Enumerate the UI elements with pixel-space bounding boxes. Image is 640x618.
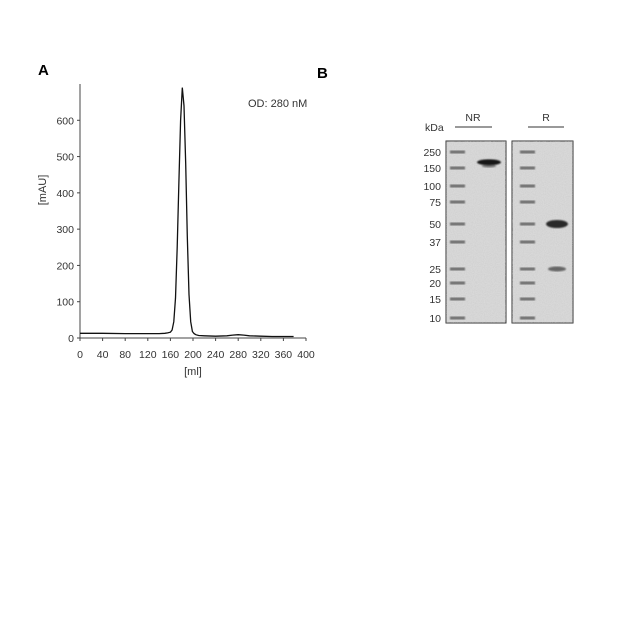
ladder-band bbox=[520, 184, 535, 188]
ladder-band bbox=[520, 200, 535, 204]
x-tick-label: 280 bbox=[229, 349, 247, 361]
gel-grain-right bbox=[512, 141, 573, 323]
ladder-band bbox=[520, 297, 535, 301]
ladder-label: 15 bbox=[429, 294, 441, 306]
ladder-band bbox=[450, 240, 465, 244]
sample-band bbox=[477, 159, 501, 166]
y-axis-label: [mAU] bbox=[37, 175, 49, 206]
ladder-bands bbox=[450, 150, 535, 320]
gel-image: kDa NR R 250 150 100 75 50 37 25 20 15 10 bbox=[423, 112, 574, 325]
sample-band bbox=[548, 266, 566, 272]
y-tick-label: 300 bbox=[56, 224, 74, 236]
ladder-label: 10 bbox=[429, 313, 441, 325]
sample-band bbox=[546, 220, 568, 228]
y-tick-label: 400 bbox=[56, 188, 74, 200]
ladder-band bbox=[520, 240, 535, 244]
panel-b-letter: B bbox=[317, 65, 328, 82]
x-tick-label: 40 bbox=[97, 349, 109, 361]
x-axis-label: [ml] bbox=[184, 366, 202, 378]
ladder-band bbox=[450, 150, 465, 154]
ladder-band bbox=[520, 150, 535, 154]
y-tick-label: 500 bbox=[56, 152, 74, 164]
y-tick-label: 100 bbox=[56, 297, 74, 309]
ladder-label: 20 bbox=[429, 278, 441, 290]
ladder-band bbox=[450, 184, 465, 188]
x-tick-label: 120 bbox=[139, 349, 157, 361]
x-tick-label: 200 bbox=[184, 349, 202, 361]
ladder-label: 50 bbox=[429, 219, 441, 231]
x-tick-label: 320 bbox=[252, 349, 270, 361]
ladder-band bbox=[450, 297, 465, 301]
x-tick-label: 80 bbox=[119, 349, 131, 361]
x-ticks: 0 40 80 120 160 200 240 280 320 360 400 bbox=[77, 338, 315, 361]
ladder-band bbox=[450, 316, 465, 320]
ladder-band bbox=[450, 267, 465, 271]
ladder-label: 75 bbox=[429, 197, 441, 209]
absorbance-line bbox=[80, 87, 294, 338]
sample-band bbox=[482, 164, 496, 168]
ladder-band bbox=[520, 222, 535, 226]
ladder-band bbox=[520, 316, 535, 320]
y-tick-label: 0 bbox=[68, 333, 74, 345]
ladder-band bbox=[450, 200, 465, 204]
x-tick-label: 240 bbox=[207, 349, 225, 361]
ladder-label: 250 bbox=[423, 147, 441, 159]
ladder-labels: 250 150 100 75 50 37 25 20 15 10 bbox=[423, 147, 441, 325]
y-ticks: 0 100 200 300 400 500 600 bbox=[56, 115, 80, 345]
lane-label-nr: NR bbox=[465, 112, 481, 124]
x-tick-label: 160 bbox=[162, 349, 180, 361]
chromatogram-chart: 0 100 200 300 400 500 600 0 40 80 120 160 200 240 280… bbox=[37, 84, 315, 378]
ladder-band bbox=[520, 166, 535, 170]
x-tick-label: 360 bbox=[275, 349, 293, 361]
y-tick-label: 200 bbox=[56, 260, 74, 272]
ladder-band bbox=[520, 267, 535, 271]
sample-bands bbox=[477, 159, 568, 272]
ladder-band bbox=[450, 222, 465, 226]
ladder-band bbox=[450, 166, 465, 170]
panel-a-letter: A bbox=[38, 62, 49, 79]
ladder-label: 25 bbox=[429, 264, 441, 276]
kda-unit-label: kDa bbox=[425, 122, 444, 134]
od-annotation: OD: 280 nM bbox=[248, 98, 307, 110]
ladder-band bbox=[520, 281, 535, 285]
ladder-label: 150 bbox=[423, 163, 441, 175]
x-tick-label: 400 bbox=[297, 349, 315, 361]
x-tick-label: 0 bbox=[77, 349, 83, 361]
ladder-band bbox=[450, 281, 465, 285]
ladder-label: 100 bbox=[423, 181, 441, 193]
y-tick-label: 600 bbox=[56, 115, 74, 127]
gel-grain-left bbox=[446, 141, 506, 323]
lane-label-r: R bbox=[542, 112, 550, 124]
ladder-label: 37 bbox=[429, 237, 441, 249]
